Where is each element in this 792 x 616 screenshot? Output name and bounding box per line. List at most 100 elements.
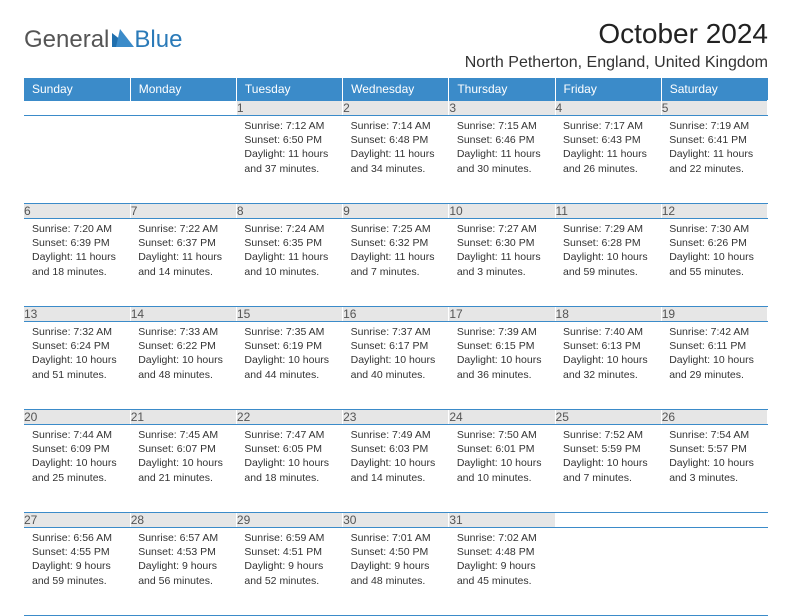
sunset-line: Sunset: 6:41 PM	[669, 133, 759, 147]
day-number: 6	[24, 204, 130, 219]
day-details: Sunrise: 7:15 AMSunset: 6:46 PMDaylight:…	[449, 116, 555, 182]
empty-cell	[555, 528, 661, 616]
daynum-row: 6789101112	[24, 204, 768, 219]
sunset-line: Sunset: 6:03 PM	[351, 442, 441, 456]
day-cell: Sunrise: 6:56 AMSunset: 4:55 PMDaylight:…	[24, 528, 130, 616]
daylight-line: Daylight: 10 hours	[351, 456, 441, 470]
day-details: Sunrise: 6:57 AMSunset: 4:53 PMDaylight:…	[130, 528, 236, 594]
weekday-header: Tuesday	[236, 78, 342, 101]
day-details: Sunrise: 7:01 AMSunset: 4:50 PMDaylight:…	[343, 528, 449, 594]
day-cell: Sunrise: 6:57 AMSunset: 4:53 PMDaylight:…	[130, 528, 236, 616]
daylight-line: Daylight: 10 hours	[457, 456, 547, 470]
sunrise-line: Sunrise: 7:20 AM	[32, 222, 122, 236]
day-cell: Sunrise: 7:29 AMSunset: 6:28 PMDaylight:…	[555, 219, 661, 307]
day-number: 26	[661, 410, 767, 425]
location-line: North Petherton, England, United Kingdom	[465, 54, 768, 72]
sunrise-line: Sunrise: 7:02 AM	[457, 531, 547, 545]
daylight-line: Daylight: 11 hours	[457, 147, 547, 161]
day-details: Sunrise: 7:02 AMSunset: 4:48 PMDaylight:…	[449, 528, 555, 594]
day-cell: Sunrise: 7:19 AMSunset: 6:41 PMDaylight:…	[661, 116, 767, 204]
sunrise-line: Sunrise: 7:32 AM	[32, 325, 122, 339]
daylight-line: and 51 minutes.	[32, 368, 122, 382]
sunrise-line: Sunrise: 7:44 AM	[32, 428, 122, 442]
day-details: Sunrise: 7:32 AMSunset: 6:24 PMDaylight:…	[24, 322, 130, 388]
sunrise-line: Sunrise: 7:35 AM	[244, 325, 334, 339]
sunrise-line: Sunrise: 7:17 AM	[563, 119, 653, 133]
sunrise-line: Sunrise: 6:57 AM	[138, 531, 228, 545]
daylight-line: and 18 minutes.	[32, 265, 122, 279]
daylight-line: and 7 minutes.	[563, 471, 653, 485]
daylight-line: and 29 minutes.	[669, 368, 759, 382]
daylight-line: and 10 minutes.	[457, 471, 547, 485]
daylight-line: Daylight: 11 hours	[244, 250, 334, 264]
sunrise-line: Sunrise: 7:25 AM	[351, 222, 441, 236]
day-cell: Sunrise: 7:35 AMSunset: 6:19 PMDaylight:…	[236, 322, 342, 410]
day-number: 10	[449, 204, 555, 219]
sunrise-line: Sunrise: 7:14 AM	[351, 119, 441, 133]
day-cell: Sunrise: 7:22 AMSunset: 6:37 PMDaylight:…	[130, 219, 236, 307]
daylight-line: Daylight: 10 hours	[669, 456, 759, 470]
day-details: Sunrise: 7:19 AMSunset: 6:41 PMDaylight:…	[661, 116, 767, 182]
week-row: Sunrise: 7:12 AMSunset: 6:50 PMDaylight:…	[24, 116, 768, 204]
sunrise-line: Sunrise: 7:22 AM	[138, 222, 228, 236]
sunrise-line: Sunrise: 7:52 AM	[563, 428, 653, 442]
brand-logo: General Blue	[24, 18, 182, 54]
day-details: Sunrise: 7:40 AMSunset: 6:13 PMDaylight:…	[555, 322, 661, 388]
day-number: 12	[661, 204, 767, 219]
week-row: Sunrise: 6:56 AMSunset: 4:55 PMDaylight:…	[24, 528, 768, 616]
day-number: 18	[555, 307, 661, 322]
brand-part2: Blue	[134, 26, 182, 54]
daylight-line: and 55 minutes.	[669, 265, 759, 279]
day-details: Sunrise: 6:56 AMSunset: 4:55 PMDaylight:…	[24, 528, 130, 594]
daylight-line: and 45 minutes.	[457, 574, 547, 588]
daylight-line: and 3 minutes.	[669, 471, 759, 485]
day-details: Sunrise: 7:52 AMSunset: 5:59 PMDaylight:…	[555, 425, 661, 491]
day-number: 19	[661, 307, 767, 322]
day-cell: Sunrise: 7:54 AMSunset: 5:57 PMDaylight:…	[661, 425, 767, 513]
daynum-row: 13141516171819	[24, 307, 768, 322]
day-number: 3	[449, 101, 555, 116]
month-title: October 2024	[465, 18, 768, 50]
sunset-line: Sunset: 4:53 PM	[138, 545, 228, 559]
daylight-line: Daylight: 9 hours	[457, 559, 547, 573]
daylight-line: and 59 minutes.	[32, 574, 122, 588]
day-cell: Sunrise: 7:20 AMSunset: 6:39 PMDaylight:…	[24, 219, 130, 307]
daylight-line: Daylight: 10 hours	[351, 353, 441, 367]
empty-cell	[661, 513, 767, 528]
day-cell: Sunrise: 7:40 AMSunset: 6:13 PMDaylight:…	[555, 322, 661, 410]
daylight-line: and 7 minutes.	[351, 265, 441, 279]
day-number: 28	[130, 513, 236, 528]
daylight-line: and 37 minutes.	[244, 162, 334, 176]
day-cell: Sunrise: 7:49 AMSunset: 6:03 PMDaylight:…	[343, 425, 449, 513]
daylight-line: Daylight: 10 hours	[138, 456, 228, 470]
sunset-line: Sunset: 6:37 PM	[138, 236, 228, 250]
empty-cell	[661, 528, 767, 616]
daynum-row: 2728293031	[24, 513, 768, 528]
day-details: Sunrise: 7:49 AMSunset: 6:03 PMDaylight:…	[343, 425, 449, 491]
sunset-line: Sunset: 6:48 PM	[351, 133, 441, 147]
day-details: Sunrise: 7:25 AMSunset: 6:32 PMDaylight:…	[343, 219, 449, 285]
day-details: Sunrise: 7:44 AMSunset: 6:09 PMDaylight:…	[24, 425, 130, 491]
day-details: Sunrise: 7:29 AMSunset: 6:28 PMDaylight:…	[555, 219, 661, 285]
daylight-line: Daylight: 10 hours	[669, 250, 759, 264]
day-details: Sunrise: 7:39 AMSunset: 6:15 PMDaylight:…	[449, 322, 555, 388]
title-block: October 2024 North Petherton, England, U…	[465, 18, 768, 72]
sunset-line: Sunset: 5:59 PM	[563, 442, 653, 456]
sunrise-line: Sunrise: 7:15 AM	[457, 119, 547, 133]
weekday-header: Saturday	[661, 78, 767, 101]
day-number: 1	[236, 101, 342, 116]
daylight-line: and 14 minutes.	[138, 265, 228, 279]
daylight-line: Daylight: 11 hours	[351, 250, 441, 264]
sunrise-line: Sunrise: 7:33 AM	[138, 325, 228, 339]
brand-mark-icon	[112, 26, 134, 54]
sunrise-line: Sunrise: 7:45 AM	[138, 428, 228, 442]
daylight-line: Daylight: 9 hours	[138, 559, 228, 573]
sunrise-line: Sunrise: 7:40 AM	[563, 325, 653, 339]
day-number: 21	[130, 410, 236, 425]
daylight-line: and 40 minutes.	[351, 368, 441, 382]
sunset-line: Sunset: 6:13 PM	[563, 339, 653, 353]
day-cell: Sunrise: 7:27 AMSunset: 6:30 PMDaylight:…	[449, 219, 555, 307]
sunrise-line: Sunrise: 7:50 AM	[457, 428, 547, 442]
day-cell: Sunrise: 7:15 AMSunset: 6:46 PMDaylight:…	[449, 116, 555, 204]
week-row: Sunrise: 7:44 AMSunset: 6:09 PMDaylight:…	[24, 425, 768, 513]
